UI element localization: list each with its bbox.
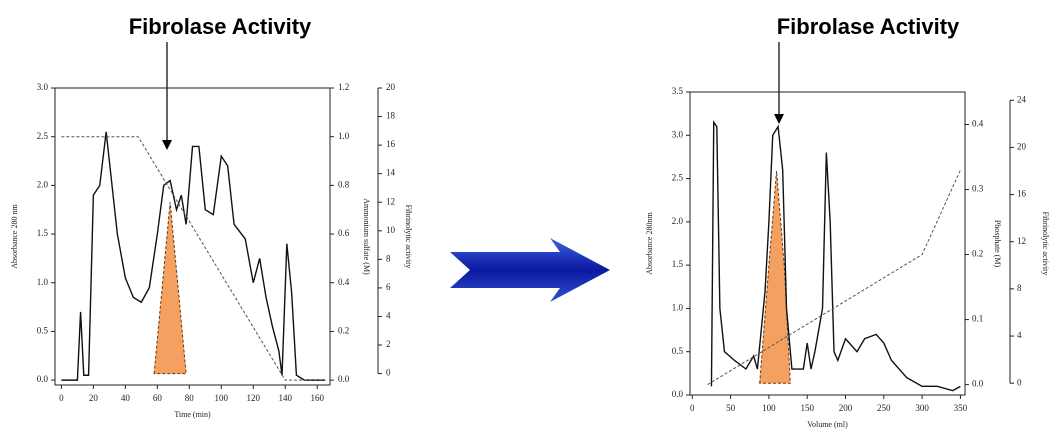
- y2-tick-label: 1.0: [338, 131, 350, 141]
- y2-tick-label: 0.1: [972, 314, 983, 324]
- x-tick-label: 120: [247, 393, 261, 403]
- x-tick-label: 80: [185, 393, 195, 403]
- x-tick-label: 100: [215, 393, 229, 403]
- y-tick-label: 1.0: [37, 277, 49, 287]
- y3-tick-label: 0: [1017, 377, 1022, 387]
- annotation-arrowhead: [774, 114, 784, 124]
- x-tick-label: 50: [726, 403, 736, 413]
- series-line: [61, 131, 326, 381]
- y2-axis-title: Phosphate (M): [993, 220, 1002, 268]
- plot-frame: [689, 91, 966, 396]
- y2-tick-label: 0.0: [972, 379, 984, 389]
- series-line: [61, 136, 326, 381]
- y2-tick-label: 0.3: [972, 184, 984, 194]
- y-tick-label: 0.5: [672, 346, 684, 356]
- x-tick-label: 250: [877, 403, 891, 413]
- y-tick-label: 3.0: [37, 82, 49, 92]
- y3-tick-label: 14: [386, 168, 396, 178]
- y3-tick-label: 8: [386, 253, 391, 263]
- y-tick-label: 2.5: [672, 173, 684, 183]
- y3-tick-label: 20: [1017, 141, 1027, 151]
- y3-tick-label: 16: [386, 139, 396, 149]
- y3-tick-label: 4: [386, 311, 391, 321]
- x-axis-title: Volume (ml): [807, 420, 848, 429]
- y3-tick-label: 2: [386, 339, 391, 349]
- chart-title: Fibrolase Activity: [777, 14, 960, 39]
- y3-tick-label: 20: [386, 82, 396, 92]
- series-line: [707, 169, 961, 386]
- y-tick-label: 2.5: [37, 131, 49, 141]
- y-tick-label: 1.0: [672, 302, 684, 312]
- x-tick-label: 150: [800, 403, 814, 413]
- x-tick-label: 0: [690, 403, 695, 413]
- x-axis-title: Time (min): [174, 410, 211, 419]
- y3-tick-label: 12: [386, 196, 395, 206]
- y-tick-label: 1.5: [37, 228, 49, 238]
- y3-tick-label: 0: [386, 368, 391, 378]
- y3-tick-label: 8: [1017, 283, 1022, 293]
- y3-axis-title: Fibrinolytic activity: [1041, 212, 1050, 276]
- y3-axis-title: Fibrinolytic activity: [404, 205, 413, 269]
- x-tick-label: 300: [915, 403, 929, 413]
- y3-tick-label: 4: [1017, 330, 1022, 340]
- x-tick-label: 60: [153, 393, 163, 403]
- y-tick-label: 1.5: [672, 259, 684, 269]
- y-tick-label: 0.5: [37, 326, 49, 336]
- x-tick-label: 40: [121, 393, 131, 403]
- activity-area: [153, 202, 187, 375]
- x-tick-label: 140: [278, 393, 292, 403]
- y-tick-label: 0.0: [672, 389, 684, 399]
- y2-axis-title: Ammonium sulfate (M): [362, 198, 371, 275]
- y-tick-label: 2.0: [37, 179, 49, 189]
- y2-tick-label: 0.6: [338, 228, 350, 238]
- y3-tick-label: 24: [1017, 94, 1027, 104]
- x-tick-label: 160: [310, 393, 324, 403]
- y-axis-title: Absorbance 280nm: [645, 212, 654, 275]
- x-tick-label: 350: [954, 403, 968, 413]
- y3-tick-label: 16: [1017, 189, 1027, 199]
- x-tick-label: 0: [59, 393, 64, 403]
- x-tick-label: 20: [89, 393, 99, 403]
- y2-tick-label: 0.2: [972, 249, 983, 259]
- y3-tick-label: 18: [386, 111, 396, 121]
- plot-frame: [54, 87, 331, 386]
- y-axis-title: Absorbance 280 nm: [10, 204, 19, 269]
- transition-arrow: [450, 238, 610, 302]
- y2-tick-label: 0.2: [338, 326, 349, 336]
- y2-tick-label: 0.8: [338, 179, 350, 189]
- annotation-arrowhead: [162, 140, 172, 150]
- y2-tick-label: 0.0: [338, 374, 350, 384]
- y3-tick-label: 12: [1017, 236, 1026, 246]
- y-tick-label: 0.0: [37, 374, 49, 384]
- x-tick-label: 200: [839, 403, 853, 413]
- chart-title: Fibrolase Activity: [129, 14, 312, 39]
- x-tick-label: 100: [762, 403, 776, 413]
- y2-tick-label: 1.2: [338, 82, 349, 92]
- series-line: [710, 120, 961, 392]
- activity-area: [759, 170, 791, 384]
- y-tick-label: 3.0: [672, 129, 684, 139]
- y2-tick-label: 0.4: [338, 277, 350, 287]
- y2-tick-label: 0.4: [972, 119, 984, 129]
- y3-tick-label: 10: [386, 225, 396, 235]
- y-tick-label: 2.0: [672, 216, 684, 226]
- y-tick-label: 3.5: [672, 86, 684, 96]
- y3-tick-label: 6: [386, 282, 391, 292]
